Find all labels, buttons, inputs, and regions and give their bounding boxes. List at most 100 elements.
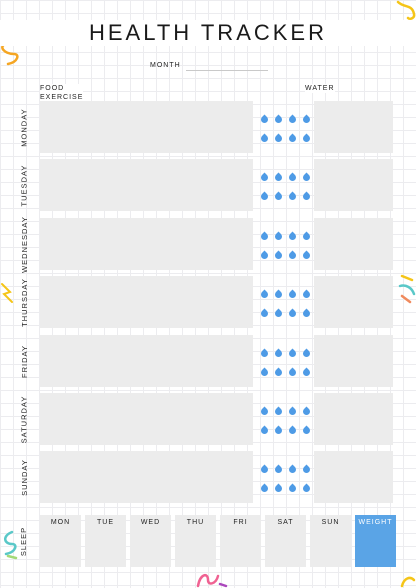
water-drop-icon[interactable] xyxy=(301,308,312,319)
water-notes-box-monday[interactable] xyxy=(314,101,393,153)
water-drop-icon[interactable] xyxy=(273,464,284,475)
water-drop-icon[interactable] xyxy=(287,425,298,436)
water-drop-icon[interactable] xyxy=(273,172,284,183)
water-notes-box-friday[interactable] xyxy=(314,335,393,387)
weekday-label: MON xyxy=(50,519,71,526)
water-drop-icon[interactable] xyxy=(259,250,270,261)
water-drop-icon[interactable] xyxy=(273,231,284,242)
food-exercise-box-thursday[interactable] xyxy=(40,276,253,328)
page-title: HEALTH TRACKER xyxy=(0,20,416,46)
sleep-box-sat[interactable]: SAT xyxy=(265,515,306,567)
water-drops-tuesday xyxy=(257,159,312,211)
sleep-box-mon[interactable]: MON xyxy=(40,515,81,567)
water-drop-icon[interactable] xyxy=(259,133,270,144)
sleep-box-tue[interactable]: TUE xyxy=(85,515,126,567)
water-drop-icon[interactable] xyxy=(259,425,270,436)
water-drop-icon[interactable] xyxy=(273,308,284,319)
food-exercise-box-saturday[interactable] xyxy=(40,393,253,445)
water-drop-icon[interactable] xyxy=(301,406,312,417)
water-notes-box-thursday[interactable] xyxy=(314,276,393,328)
sleep-box-thu[interactable]: THU xyxy=(175,515,216,567)
water-drops-thursday xyxy=(257,276,312,328)
water-drop-icon[interactable] xyxy=(259,114,270,125)
weekday-label: TUE xyxy=(97,519,114,526)
food-exercise-box-friday[interactable] xyxy=(40,335,253,387)
weekday-label: THU xyxy=(186,519,205,526)
water-drop-icon[interactable] xyxy=(287,308,298,319)
water-drop-icon[interactable] xyxy=(273,483,284,494)
water-drop-icon[interactable] xyxy=(301,114,312,125)
weight-box[interactable]: WEIGHT xyxy=(355,515,396,567)
water-drop-icon[interactable] xyxy=(287,231,298,242)
water-drop-icon[interactable] xyxy=(287,367,298,378)
water-drop-icon[interactable] xyxy=(301,231,312,242)
water-drop-icon[interactable] xyxy=(273,289,284,300)
star-decoration xyxy=(1,283,13,303)
water-drop-icon[interactable] xyxy=(287,348,298,359)
water-drop-icon[interactable] xyxy=(287,114,298,125)
day-label-friday: FRIDAY xyxy=(19,344,29,378)
water-drop-icon[interactable] xyxy=(273,191,284,202)
water-drop-icon[interactable] xyxy=(259,348,270,359)
water-drops-wednesday xyxy=(257,218,312,270)
water-drop-icon[interactable] xyxy=(273,367,284,378)
food-exercise-box-sunday[interactable] xyxy=(40,451,253,503)
sleep-box-fri[interactable]: FRI xyxy=(220,515,261,567)
water-drop-icon[interactable] xyxy=(273,425,284,436)
water-drop-icon[interactable] xyxy=(259,231,270,242)
squiggle-decoration-bottom-center xyxy=(196,573,228,588)
water-notes-box-sunday[interactable] xyxy=(314,451,393,503)
water-drop-icon[interactable] xyxy=(301,133,312,144)
water-drop-icon[interactable] xyxy=(259,464,270,475)
water-drop-icon[interactable] xyxy=(259,191,270,202)
water-drop-icon[interactable] xyxy=(259,289,270,300)
food-exercise-box-monday[interactable] xyxy=(40,101,253,153)
sleep-box-wed[interactable]: WED xyxy=(130,515,171,567)
weekday-label: WED xyxy=(140,519,161,526)
water-drop-icon[interactable] xyxy=(301,464,312,475)
water-drop-icon[interactable] xyxy=(301,191,312,202)
weight-label: WEIGHT xyxy=(358,519,393,526)
water-notes-box-saturday[interactable] xyxy=(314,393,393,445)
water-drop-icon[interactable] xyxy=(287,172,298,183)
day-label-tuesday: TUESDAY xyxy=(19,164,29,206)
water-drop-icon[interactable] xyxy=(287,406,298,417)
water-drop-icon[interactable] xyxy=(259,367,270,378)
water-drop-icon[interactable] xyxy=(301,250,312,261)
water-drop-icon[interactable] xyxy=(301,289,312,300)
water-header: WATER xyxy=(305,84,335,93)
water-drop-icon[interactable] xyxy=(287,464,298,475)
water-drop-icon[interactable] xyxy=(259,308,270,319)
water-drop-icon[interactable] xyxy=(273,250,284,261)
water-drop-icon[interactable] xyxy=(287,133,298,144)
squiggle-decoration-right xyxy=(398,274,416,304)
water-drop-icon[interactable] xyxy=(301,483,312,494)
water-notes-box-tuesday[interactable] xyxy=(314,159,393,211)
weekday-label: FRI xyxy=(233,519,248,526)
water-drop-icon[interactable] xyxy=(301,425,312,436)
water-drop-icon[interactable] xyxy=(301,367,312,378)
water-drop-icon[interactable] xyxy=(287,250,298,261)
water-notes-box-wednesday[interactable] xyxy=(314,218,393,270)
sleep-box-sun[interactable]: SUN xyxy=(310,515,351,567)
water-drop-icon[interactable] xyxy=(287,191,298,202)
water-drop-icon[interactable] xyxy=(287,289,298,300)
water-drops-sunday xyxy=(257,451,312,503)
water-drop-icon[interactable] xyxy=(273,406,284,417)
water-drop-icon[interactable] xyxy=(287,483,298,494)
sleep-label: SLEEP xyxy=(19,526,29,556)
food-exercise-box-wednesday[interactable] xyxy=(40,218,253,270)
weekday-label: SUN xyxy=(321,519,340,526)
water-drop-icon[interactable] xyxy=(259,483,270,494)
food-exercise-box-tuesday[interactable] xyxy=(40,159,253,211)
month-field[interactable] xyxy=(186,70,268,71)
water-drops-friday xyxy=(257,335,312,387)
water-drop-icon[interactable] xyxy=(301,348,312,359)
day-label-sunday: SUNDAY xyxy=(19,458,29,496)
water-drop-icon[interactable] xyxy=(273,133,284,144)
water-drop-icon[interactable] xyxy=(301,172,312,183)
water-drop-icon[interactable] xyxy=(273,114,284,125)
water-drop-icon[interactable] xyxy=(273,348,284,359)
water-drop-icon[interactable] xyxy=(259,172,270,183)
water-drop-icon[interactable] xyxy=(259,406,270,417)
